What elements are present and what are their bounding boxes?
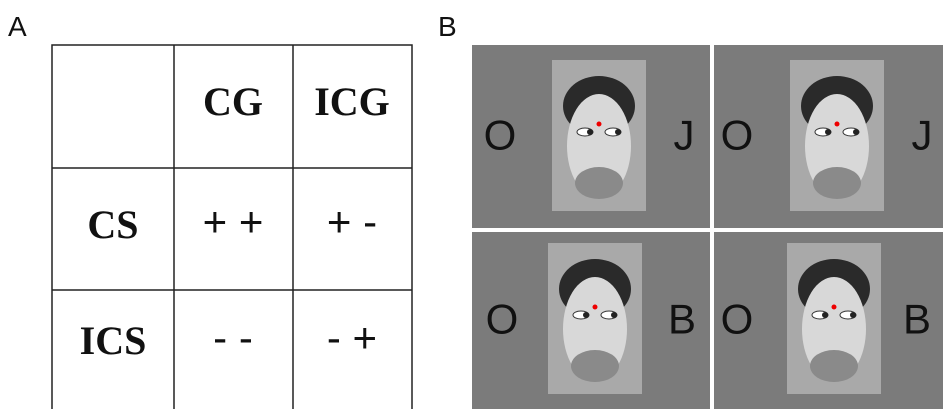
row-header: CS xyxy=(87,202,138,247)
cell: - - xyxy=(213,314,253,361)
cell: + - xyxy=(327,198,377,245)
right-letter: J xyxy=(912,112,933,159)
fixation-dot xyxy=(834,121,840,127)
pupil xyxy=(587,129,593,135)
cell: - + xyxy=(327,314,377,361)
beard xyxy=(810,350,858,382)
column-header: CG xyxy=(203,79,263,124)
pupil xyxy=(583,312,589,318)
left-letter: O xyxy=(721,296,754,343)
right-letter: J xyxy=(674,112,695,159)
table-grid xyxy=(51,44,413,409)
pupil xyxy=(615,129,621,135)
pupil xyxy=(853,129,859,135)
right-letter: B xyxy=(668,296,696,343)
fixation-dot xyxy=(596,121,602,127)
row-header: ICS xyxy=(80,318,147,363)
fixation-dot xyxy=(831,304,837,310)
left-letter: O xyxy=(721,112,754,159)
panel-label: B xyxy=(438,11,457,42)
pupil xyxy=(825,129,831,135)
beard xyxy=(575,167,623,199)
fixation-dot xyxy=(592,304,598,310)
cell: + + xyxy=(203,198,264,245)
panel-label: A xyxy=(8,11,27,42)
pupil xyxy=(850,312,856,318)
column-header: ICG xyxy=(314,79,390,124)
beard xyxy=(813,167,861,199)
left-letter: O xyxy=(484,112,517,159)
left-letter: O xyxy=(486,296,519,343)
pupil xyxy=(611,312,617,318)
right-letter: B xyxy=(903,296,931,343)
beard xyxy=(571,350,619,382)
pupil xyxy=(822,312,828,318)
